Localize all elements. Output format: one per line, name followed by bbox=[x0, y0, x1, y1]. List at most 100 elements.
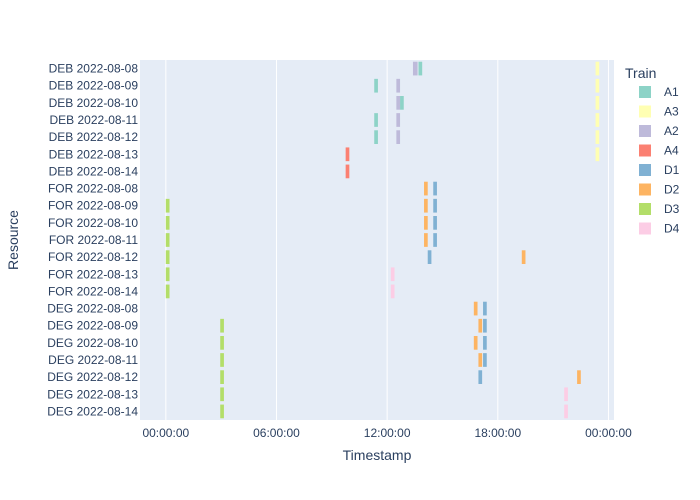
task-bar-a1 bbox=[418, 61, 423, 76]
legend-label-a4: A4 bbox=[664, 144, 679, 158]
legend: Train A1 A3 A2 A4 D1 D2 D3 D4 bbox=[625, 65, 680, 236]
task-bar-d2 bbox=[424, 198, 428, 213]
legend-swatch-a4 bbox=[639, 144, 651, 157]
legend-label-d4: D4 bbox=[664, 222, 680, 236]
task-bar-d4 bbox=[564, 387, 568, 402]
task-bar-d3 bbox=[220, 404, 224, 419]
x-axis-title: Timestamp bbox=[343, 447, 412, 463]
y-tick-label: DEG 2022-08-14 bbox=[47, 404, 138, 418]
task-bar-d3 bbox=[165, 284, 170, 299]
task-bar-a3 bbox=[595, 96, 600, 110]
y-axis-title: Resource bbox=[5, 210, 21, 270]
y-tick-label: DEG 2022-08-12 bbox=[47, 370, 138, 384]
task-bar-a3 bbox=[595, 147, 600, 162]
task-bar-a2 bbox=[396, 113, 401, 127]
task-bar-d1 bbox=[433, 181, 437, 196]
task-bar-d2 bbox=[521, 250, 526, 264]
task-bar-a4 bbox=[345, 147, 350, 162]
y-tick-label: DEG 2022-08-11 bbox=[48, 353, 138, 367]
task-bar-d3 bbox=[220, 370, 224, 384]
task-bar-d2 bbox=[424, 233, 428, 247]
task-bar-d1 bbox=[483, 353, 487, 367]
y-tick-label: FOR 2022-08-11 bbox=[49, 233, 138, 247]
legend-swatch-a3 bbox=[639, 105, 651, 118]
task-bar-d2 bbox=[478, 318, 483, 333]
task-bar-a2 bbox=[412, 61, 418, 76]
legend-swatch-a1 bbox=[639, 86, 651, 98]
task-bar-d1 bbox=[427, 250, 432, 264]
x-tick-label: 06:00:00 bbox=[253, 426, 300, 440]
y-tick-label: DEB 2022-08-14 bbox=[49, 164, 139, 178]
task-bar-d3 bbox=[165, 233, 170, 247]
task-bar-a3 bbox=[595, 130, 600, 144]
task-bar-d1 bbox=[478, 370, 483, 384]
task-bar-d4 bbox=[390, 284, 395, 299]
task-bar-d3 bbox=[165, 267, 170, 282]
y-tick-label: FOR 2022-08-08 bbox=[48, 182, 138, 196]
task-bar-d2 bbox=[473, 336, 478, 350]
y-tick-label: DEG 2022-08-10 bbox=[47, 336, 138, 350]
task-bar-d3 bbox=[220, 318, 224, 333]
legend-swatch-d1 bbox=[639, 164, 651, 176]
task-bars bbox=[165, 61, 600, 419]
task-bar-d3 bbox=[165, 250, 170, 264]
task-bar-d3 bbox=[220, 336, 224, 350]
y-tick-label: FOR 2022-08-10 bbox=[48, 216, 138, 230]
task-bar-d3 bbox=[220, 387, 224, 402]
legend-label-d2: D2 bbox=[664, 183, 680, 197]
task-bar-a3 bbox=[595, 78, 600, 93]
legend-title: Train bbox=[625, 65, 656, 81]
task-bar-a2 bbox=[396, 130, 401, 144]
legend-label-a2: A2 bbox=[664, 124, 679, 138]
legend-label-a1: A1 bbox=[664, 85, 679, 99]
x-tick-label: 12:00:00 bbox=[364, 426, 411, 440]
task-bar-d2 bbox=[478, 353, 483, 367]
y-tick-label: DEB 2022-08-08 bbox=[49, 62, 139, 76]
task-bar-a1 bbox=[374, 113, 378, 127]
task-bar-d1 bbox=[483, 301, 487, 316]
y-tick-label: FOR 2022-08-12 bbox=[48, 250, 138, 264]
task-bar-d2 bbox=[473, 301, 478, 316]
x-tick-label: 00:00:00 bbox=[142, 426, 189, 440]
task-bar-d2 bbox=[424, 216, 428, 230]
y-tick-label: FOR 2022-08-09 bbox=[48, 199, 138, 213]
x-axis-ticks: 00:00:00 06:00:00 12:00:00 18:00:00 00:00:00 bbox=[142, 426, 632, 440]
task-bar-a1 bbox=[374, 78, 378, 93]
y-tick-label: DEG 2022-08-13 bbox=[47, 387, 138, 401]
x-tick-label: 18:00:00 bbox=[474, 426, 521, 440]
legend-label-d1: D1 bbox=[664, 163, 680, 177]
y-tick-label: DEG 2022-08-09 bbox=[47, 319, 138, 333]
task-bar-d4 bbox=[564, 404, 568, 419]
legend-label-d3: D3 bbox=[664, 202, 680, 216]
task-bar-d3 bbox=[220, 353, 224, 367]
task-bar-d1 bbox=[433, 216, 437, 230]
task-bar-d2 bbox=[424, 181, 428, 196]
y-tick-label: FOR 2022-08-14 bbox=[48, 284, 138, 298]
task-bar-a1 bbox=[400, 96, 404, 110]
task-bar-a3 bbox=[595, 113, 600, 127]
x-tick-label: 00:00:00 bbox=[585, 426, 632, 440]
y-tick-label: FOR 2022-08-13 bbox=[48, 267, 138, 281]
y-tick-label: DEB 2022-08-10 bbox=[49, 96, 139, 110]
y-tick-label: DEB 2022-08-09 bbox=[49, 79, 139, 93]
task-bar-d3 bbox=[165, 216, 170, 230]
legend-label-a3: A3 bbox=[664, 105, 679, 119]
y-tick-label: DEB 2022-08-12 bbox=[49, 130, 139, 144]
task-bar-a2 bbox=[396, 96, 401, 110]
task-bar-a3 bbox=[595, 61, 600, 76]
task-bar-d1 bbox=[433, 233, 437, 247]
task-bar-a1 bbox=[374, 130, 378, 144]
y-axis-ticks: DEB 2022-08-08 DEB 2022-08-09 DEB 2022-08-… bbox=[47, 62, 138, 419]
task-bar-a4 bbox=[345, 164, 350, 179]
task-bar-d1 bbox=[433, 198, 437, 213]
task-bar-d4 bbox=[390, 267, 395, 282]
legend-swatch-a2 bbox=[639, 125, 651, 137]
legend-swatch-d4 bbox=[639, 222, 651, 235]
y-tick-label: DEB 2022-08-13 bbox=[49, 147, 139, 161]
y-tick-label: DEG 2022-08-08 bbox=[47, 302, 138, 316]
task-bar-d1 bbox=[483, 318, 487, 333]
y-tick-label: DEB 2022-08-11 bbox=[50, 113, 139, 127]
legend-swatch-d2 bbox=[639, 183, 651, 196]
legend-swatch-d3 bbox=[639, 203, 651, 215]
